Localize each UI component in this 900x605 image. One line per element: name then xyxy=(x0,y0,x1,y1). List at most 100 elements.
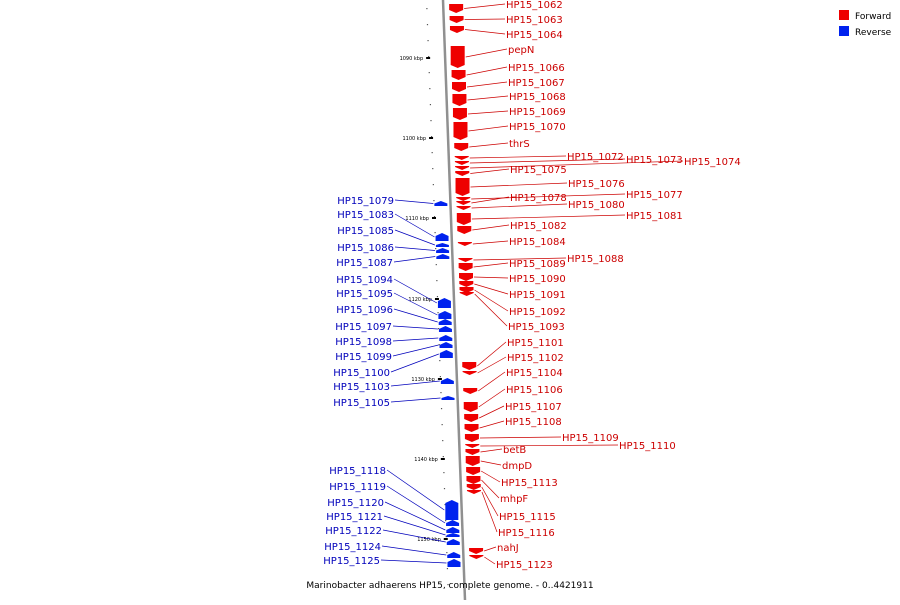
forward-gene-label[interactable]: nahJ xyxy=(497,543,519,554)
forward-gene-label[interactable]: HP15_1069 xyxy=(509,107,566,118)
reverse-gene-label[interactable]: HP15_1103 xyxy=(333,382,390,393)
forward-gene-label[interactable]: HP15_1123 xyxy=(496,560,553,571)
reverse-gene-label[interactable]: HP15_1086 xyxy=(337,243,394,254)
reverse-gene-label[interactable]: HP15_1094 xyxy=(336,275,393,286)
reverse-gene-arrow[interactable] xyxy=(440,378,454,384)
forward-gene-label[interactable]: HP15_1116 xyxy=(498,528,555,539)
reverse-gene-arrow[interactable] xyxy=(438,311,452,319)
reverse-gene-arrow[interactable] xyxy=(439,335,453,341)
forward-gene-arrow[interactable] xyxy=(462,371,477,375)
reverse-gene-arrow[interactable] xyxy=(439,342,453,348)
forward-gene-arrow[interactable] xyxy=(455,178,470,196)
forward-gene-arrow[interactable] xyxy=(452,94,467,106)
reverse-gene-arrow[interactable] xyxy=(438,326,452,332)
forward-gene-label[interactable]: HP15_1110 xyxy=(619,441,676,452)
reverse-gene-label[interactable]: HP15_1105 xyxy=(333,398,390,409)
reverse-gene-arrow[interactable] xyxy=(447,559,461,567)
forward-gene-arrow[interactable] xyxy=(457,226,472,234)
reverse-gene-label[interactable]: HP15_1095 xyxy=(336,289,393,300)
reverse-gene-arrow[interactable] xyxy=(446,533,460,537)
forward-gene-arrow[interactable] xyxy=(452,82,467,92)
forward-gene-arrow[interactable] xyxy=(469,555,484,559)
reverse-gene-label[interactable]: HP15_1085 xyxy=(337,226,394,237)
forward-gene-arrow[interactable] xyxy=(456,197,471,201)
forward-gene-arrow[interactable] xyxy=(450,46,465,68)
forward-gene-label[interactable]: HP15_1093 xyxy=(508,322,565,333)
forward-gene-arrow[interactable] xyxy=(456,201,471,205)
forward-gene-arrow[interactable] xyxy=(449,26,464,33)
forward-gene-arrow[interactable] xyxy=(466,490,481,494)
reverse-gene-arrow[interactable] xyxy=(435,243,449,247)
forward-gene-label[interactable]: HP15_1081 xyxy=(626,211,683,222)
reverse-gene-arrow[interactable] xyxy=(447,552,461,558)
forward-gene-arrow[interactable] xyxy=(466,476,481,484)
forward-gene-arrow[interactable] xyxy=(453,122,468,140)
reverse-gene-label[interactable]: HP15_1121 xyxy=(326,512,383,523)
forward-gene-arrow[interactable] xyxy=(459,273,474,281)
reverse-gene-arrow[interactable] xyxy=(437,298,451,308)
reverse-gene-label[interactable]: HP15_1125 xyxy=(323,556,380,567)
forward-gene-arrow[interactable] xyxy=(449,4,464,13)
forward-gene-label[interactable]: HP15_1075 xyxy=(510,165,567,176)
forward-gene-label[interactable]: HP15_1088 xyxy=(567,254,624,265)
forward-gene-label[interactable]: dmpD xyxy=(502,461,532,472)
forward-gene-arrow[interactable] xyxy=(455,166,470,170)
forward-gene-label[interactable]: HP15_1064 xyxy=(506,30,563,41)
reverse-gene-arrow[interactable] xyxy=(446,527,460,533)
forward-gene-label[interactable]: thrS xyxy=(509,139,530,150)
forward-gene-label[interactable]: HP15_1066 xyxy=(508,63,565,74)
forward-gene-arrow[interactable] xyxy=(458,258,473,262)
reverse-gene-arrow[interactable] xyxy=(436,248,450,253)
forward-gene-arrow[interactable] xyxy=(456,206,471,210)
reverse-gene-label[interactable]: HP15_1099 xyxy=(335,352,392,363)
forward-gene-arrow[interactable] xyxy=(465,456,480,466)
forward-gene-label[interactable]: HP15_1115 xyxy=(499,512,556,523)
forward-gene-arrow[interactable] xyxy=(462,362,477,370)
forward-gene-arrow[interactable] xyxy=(469,548,484,554)
forward-gene-arrow[interactable] xyxy=(464,414,479,422)
forward-gene-label[interactable]: HP15_1062 xyxy=(506,0,563,11)
forward-gene-label[interactable]: HP15_1078 xyxy=(510,193,567,204)
reverse-gene-arrow[interactable] xyxy=(434,201,448,206)
forward-gene-arrow[interactable] xyxy=(465,449,480,455)
forward-gene-label[interactable]: HP15_1109 xyxy=(562,433,619,444)
forward-gene-arrow[interactable] xyxy=(463,388,478,394)
forward-gene-label[interactable]: HP15_1090 xyxy=(509,274,566,285)
forward-gene-label[interactable]: HP15_1089 xyxy=(509,259,566,270)
forward-gene-label[interactable]: mhpF xyxy=(500,494,528,505)
forward-gene-label[interactable]: HP15_1082 xyxy=(510,221,567,232)
reverse-gene-arrow[interactable] xyxy=(435,233,449,241)
reverse-gene-label[interactable]: HP15_1096 xyxy=(336,305,393,316)
forward-gene-arrow[interactable] xyxy=(464,424,479,432)
forward-gene-arrow[interactable] xyxy=(464,434,479,442)
forward-gene-label[interactable]: HP15_1084 xyxy=(509,237,566,248)
reverse-gene-arrow[interactable] xyxy=(446,539,460,545)
reverse-gene-label[interactable]: HP15_1118 xyxy=(329,466,386,477)
reverse-gene-label[interactable]: HP15_1087 xyxy=(336,258,393,269)
forward-gene-arrow[interactable] xyxy=(458,263,473,271)
forward-gene-label[interactable]: HP15_1107 xyxy=(505,402,562,413)
forward-gene-arrow[interactable] xyxy=(454,143,469,151)
forward-gene-label[interactable]: HP15_1102 xyxy=(507,353,564,364)
reverse-gene-label[interactable]: HP15_1079 xyxy=(337,196,394,207)
forward-gene-label[interactable]: HP15_1070 xyxy=(509,122,566,133)
forward-gene-arrow[interactable] xyxy=(456,213,471,225)
forward-gene-arrow[interactable] xyxy=(466,484,481,490)
forward-gene-label[interactable]: HP15_1074 xyxy=(684,157,741,168)
reverse-gene-label[interactable]: HP15_1119 xyxy=(329,482,386,493)
forward-gene-label[interactable]: betB xyxy=(503,445,526,456)
forward-gene-label[interactable]: HP15_1106 xyxy=(506,385,563,396)
reverse-gene-label[interactable]: HP15_1100 xyxy=(333,368,390,379)
reverse-gene-label[interactable]: HP15_1097 xyxy=(335,322,392,333)
forward-gene-arrow[interactable] xyxy=(466,467,481,475)
reverse-gene-arrow[interactable] xyxy=(438,319,452,325)
forward-gene-label[interactable]: HP15_1077 xyxy=(626,190,683,201)
reverse-gene-label[interactable]: HP15_1120 xyxy=(327,498,384,509)
forward-gene-arrow[interactable] xyxy=(463,402,478,412)
forward-gene-label[interactable]: HP15_1067 xyxy=(508,78,565,89)
forward-gene-label[interactable]: HP15_1063 xyxy=(506,15,563,26)
forward-gene-label[interactable]: HP15_1072 xyxy=(567,152,624,163)
forward-gene-label[interactable]: HP15_1113 xyxy=(501,478,558,489)
forward-gene-arrow[interactable] xyxy=(459,292,474,296)
forward-gene-label[interactable]: HP15_1108 xyxy=(505,417,562,428)
